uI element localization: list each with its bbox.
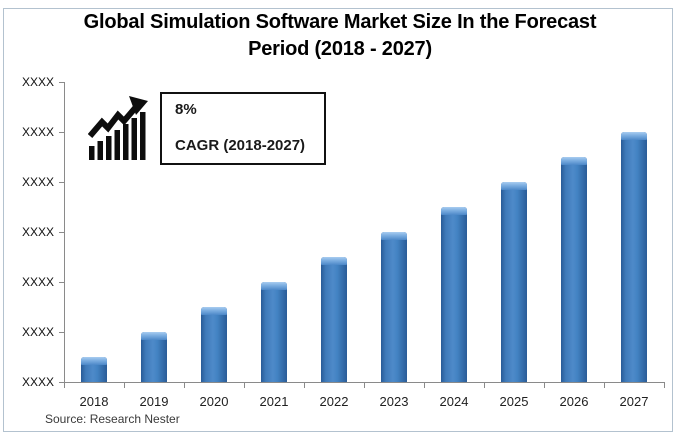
- x-axis-line: [64, 382, 665, 383]
- bar-top-bevel: [261, 282, 287, 290]
- bar-2024: [441, 207, 467, 382]
- x-axis-label-2022: 2022: [319, 394, 349, 409]
- bar-top-bevel: [441, 207, 467, 215]
- x-axis-label-2024: 2024: [439, 394, 469, 409]
- x-axis-tick: [64, 383, 65, 388]
- x-axis-tick: [424, 383, 425, 388]
- chart-title-line1: Global Simulation Software Market Size I…: [83, 11, 597, 33]
- growth-chart-icon: [88, 96, 148, 160]
- x-axis-tick: [484, 383, 485, 388]
- y-axis-tick: [59, 232, 64, 233]
- y-axis-line: [64, 82, 65, 383]
- y-axis-tick: [59, 132, 64, 133]
- y-axis-tick: [59, 82, 64, 83]
- cagr-value: 8%: [175, 101, 197, 118]
- bar-top-bevel: [141, 332, 167, 340]
- x-axis-tick: [184, 383, 185, 388]
- y-axis-tick: [59, 282, 64, 283]
- bar-top-bevel: [321, 257, 347, 265]
- bar-2018: [81, 357, 107, 382]
- y-axis-tick: [59, 182, 64, 183]
- bar-2019: [141, 332, 167, 382]
- y-axis-tick: [59, 332, 64, 333]
- x-axis-label-2025: 2025: [499, 394, 529, 409]
- bar-top-bevel: [201, 307, 227, 315]
- x-axis-tick: [244, 383, 245, 388]
- bar-top-bevel: [501, 182, 527, 190]
- cagr-callout-box: 8% CAGR (2018-2027): [160, 92, 326, 165]
- cagr-label: CAGR (2018-2027): [175, 137, 306, 154]
- bar-top-bevel: [381, 232, 407, 240]
- source-attribution: Source: Research Nester: [45, 412, 180, 426]
- x-axis-label-2023: 2023: [379, 394, 409, 409]
- bar-2026: [561, 157, 587, 382]
- x-axis-tick: [304, 383, 305, 388]
- bar-2023: [381, 232, 407, 382]
- x-axis-label-2018: 2018: [79, 394, 109, 409]
- bar-2021: [261, 282, 287, 382]
- x-axis-tick: [664, 383, 665, 388]
- y-axis-tick: [59, 382, 64, 383]
- x-axis-label-2021: 2021: [259, 394, 289, 409]
- bar-top-bevel: [621, 132, 647, 140]
- bar-top-bevel: [561, 157, 587, 165]
- x-axis-label-2026: 2026: [559, 394, 589, 409]
- y-axis-tick-label: XXXX: [21, 225, 54, 239]
- bar-2020: [201, 307, 227, 382]
- bar-top-bevel: [81, 357, 107, 365]
- x-axis-label-2020: 2020: [199, 394, 229, 409]
- chart-title-line2: Period (2018 - 2027): [248, 38, 432, 60]
- y-axis-tick-label: XXXX: [21, 125, 54, 139]
- x-axis-label-2027: 2027: [619, 394, 649, 409]
- y-axis-tick-label: XXXX: [21, 175, 54, 189]
- chart-title: Global Simulation Software Market Size I…: [30, 9, 650, 63]
- x-axis-tick: [364, 383, 365, 388]
- y-axis-tick-label: XXXX: [21, 275, 54, 289]
- y-axis-tick-label: XXXX: [21, 75, 54, 89]
- y-axis-tick-label: XXXX: [21, 375, 54, 389]
- x-axis-label-2019: 2019: [139, 394, 169, 409]
- x-axis-tick: [604, 383, 605, 388]
- bar-2027: [621, 132, 647, 382]
- x-axis-tick: [544, 383, 545, 388]
- y-axis-tick-label: XXXX: [21, 325, 54, 339]
- bar-2022: [321, 257, 347, 382]
- x-axis-tick: [124, 383, 125, 388]
- bar-2025: [501, 182, 527, 382]
